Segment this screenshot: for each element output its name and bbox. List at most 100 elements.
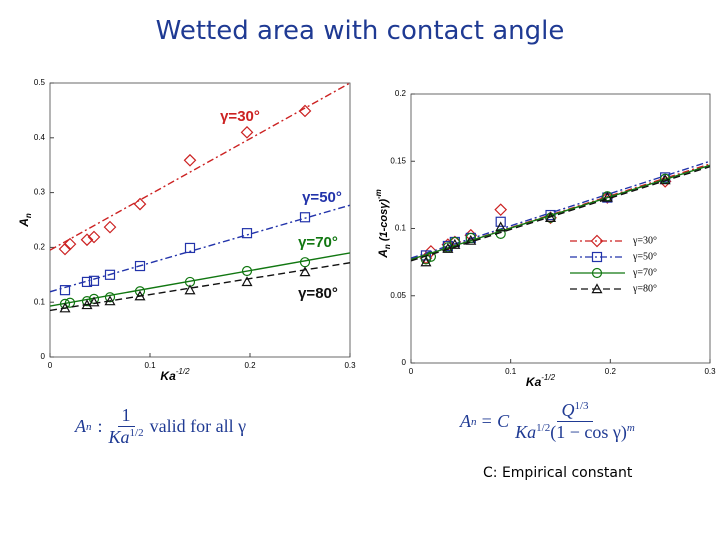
marker [591,251,603,263]
eq-den-tail: (1 − cos γ) [550,422,627,442]
y-tick-label: 0.05 [390,291,406,300]
x-axis-label-sup: -1/2 [176,367,190,376]
marker [184,242,196,254]
fit-line [50,83,350,251]
marker [420,250,432,261]
y-axis-label-sub: n [383,244,392,249]
marker [601,191,613,202]
eq-sup: 1/2 [536,422,551,434]
marker [183,153,197,167]
eq-num: Q [561,400,575,420]
eq-symbol: A [460,411,471,431]
marker [495,216,506,227]
note: C: Empirical constant [483,465,633,481]
marker [545,209,556,221]
marker [495,221,507,232]
marker [494,203,508,217]
marker [299,257,311,268]
x-axis-label: Ka-1/2 [160,367,190,383]
legend-box [565,233,705,299]
y-axis-label-sub: n [24,213,33,218]
x-tick-label: 0.2 [244,361,256,370]
x-tick-label: 0.1 [144,361,156,370]
x-tick-label: 0.1 [505,367,517,376]
x-axis-label-sup: -1/2 [541,373,555,382]
marker [591,283,603,294]
marker [64,297,76,308]
legend-label: γ=30° [632,235,657,246]
marker [299,266,311,277]
eq-sup: m [626,422,635,434]
eq-subscript: n [86,420,92,433]
eq-numerator: 1 [117,405,135,427]
x-tick-label: 0 [48,361,53,370]
y-tick-label: 0.4 [34,133,46,142]
eq-denominator: Ka1/2 [109,427,144,448]
marker [449,238,461,249]
x-axis-label-main: Ka [160,369,176,383]
marker [59,285,71,296]
eq-sup: 1/2 [129,427,144,439]
eq-fraction: 1 Ka1/2 [109,405,144,448]
marker [591,267,603,279]
y-tick-label: 0.2 [34,243,46,252]
y-tick-label: 0.5 [34,78,46,87]
slide-title: Wetted area with contact angle [155,16,565,46]
marker [241,265,253,277]
annotation: γ=50° [302,189,342,206]
eq-sup: 1/3 [574,400,589,412]
fit-line [50,262,350,312]
y-axis-label-main: A [376,249,390,259]
y-tick-label: 0.15 [390,156,406,165]
x-tick-label: 0.2 [605,367,617,376]
x-axis-label: Ka-1/2 [526,373,556,389]
marker [63,237,77,251]
y-tick-label: 0.1 [34,297,46,306]
eq-denominator: Ka1/2(1 − cos γ)m [515,422,635,443]
plot-frame [410,93,711,364]
marker [240,125,254,139]
marker [425,251,437,262]
marker [134,260,146,272]
y-tick-label: 0.1 [395,224,407,233]
marker [104,295,116,306]
marker [241,276,253,287]
marker [104,292,116,303]
x-tick-label: 0.3 [344,361,356,370]
y-axis-label: An (1-cosγ)-m [374,189,392,259]
y-tick-label: 0.3 [34,188,46,197]
eq-subscript: n [471,415,477,428]
marker [241,228,253,239]
plot-frame [49,82,351,358]
y-axis-label-main: A [17,218,31,228]
eq-tail: valid for all γ [149,416,247,436]
legend-label: γ=70° [632,267,657,278]
eq-symbol: A [75,416,86,436]
marker [81,299,93,310]
x-tick-label: 0 [409,367,414,376]
marker [298,104,312,118]
eq-numerator: Q1/3 [557,400,593,422]
y-axis-label-tail: (1-cosγ) [378,199,390,245]
marker [133,197,147,211]
fit-line [411,164,710,261]
eq-sep: = C [480,411,510,431]
y-tick-label: 0 [402,358,407,367]
marker [299,212,311,223]
x-axis-label-main: Ka [526,375,542,389]
eq-fraction: Q1/3 Ka1/2(1 − cos γ)m [515,400,635,443]
fit-line [411,165,710,262]
y-tick-label: 0 [41,352,46,361]
y-axis-label-sup: -m [374,189,383,199]
marker [88,296,100,307]
eq-den: Ka [515,422,537,442]
marker [465,232,476,244]
marker [104,269,116,280]
marker [420,256,432,267]
marker [590,234,604,248]
legend-label: γ=50° [632,251,657,262]
marker [88,275,100,286]
eq-sep: : [97,416,103,436]
